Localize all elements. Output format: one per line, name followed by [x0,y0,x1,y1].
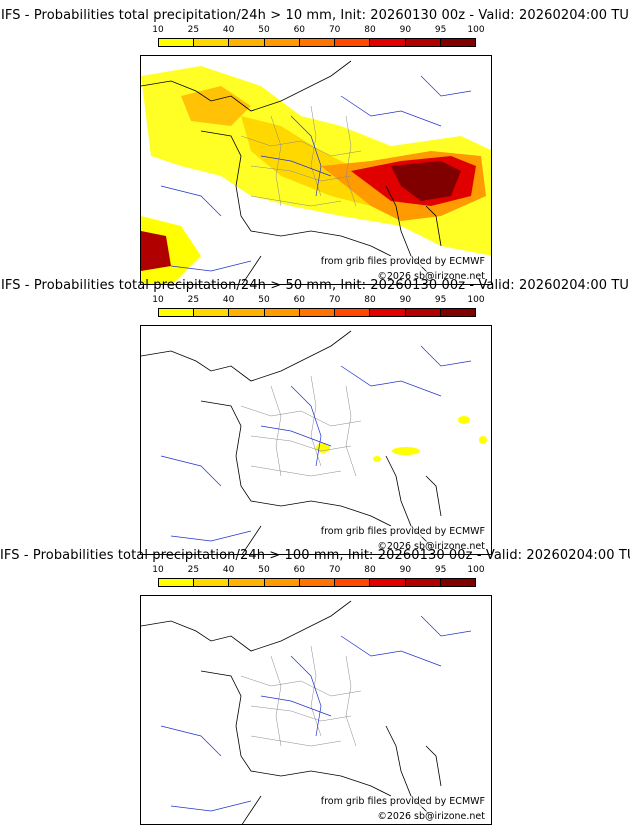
colorbar-segment [264,39,300,46]
rivers [160,345,472,542]
precip-map: from grib files provided by ECMWF ©2026 … [140,55,492,285]
precip-map: from grib files provided by ECMWF ©2026 … [140,325,492,555]
colorbar-tick: 90 [399,565,412,575]
admin-borders [240,105,362,207]
colorbar-tick: 100 [467,25,485,35]
rivers [160,75,472,272]
colorbar-segment [229,309,265,316]
colorbar-tick: 60 [293,295,306,305]
colorbar-tick: 40 [222,25,235,35]
colorbar-segment [159,39,195,46]
colorbar-labels: 10 25 40 50 60 70 80 90 95 100 [152,25,484,35]
colorbar-tick: 100 [467,295,485,305]
map-svg [141,60,491,284]
colorbar [158,38,476,47]
colorbar-segment [335,309,371,316]
colorbar-tick: 25 [187,25,200,35]
colorbar-tick: 25 [187,295,200,305]
colorbar-tick: 95 [434,565,447,575]
colorbar-tick: 50 [258,295,270,305]
credit-copyright: ©2026 sb@irizone.net [377,541,485,552]
colorbar-segment [335,579,371,586]
colorbar-tick: 60 [293,565,306,575]
precip-map: from grib files provided by ECMWF ©2026 … [140,595,492,825]
credit-source: from grib files provided by ECMWF [320,526,485,537]
credit-source: from grib files provided by ECMWF [320,796,485,807]
colorbar-tick: 50 [258,565,270,575]
panel-title: IFS - Probabilities total precipitation/… [0,8,630,23]
colorbar-segment [229,39,265,46]
colorbar-segment [370,309,406,316]
colorbar-segment [264,309,300,316]
colorbar-segment [229,579,265,586]
admin-borders [240,645,362,747]
colorbar [158,308,476,317]
colorbar-segment [299,579,336,586]
colorbar-segment [440,309,475,316]
map-svg [141,600,472,824]
precip-shading [316,416,487,462]
colorbar-segment [159,579,195,586]
coastlines [141,600,442,824]
colorbar-tick: 10 [152,565,164,575]
colorbar-tick: 10 [152,295,164,305]
admin-borders [240,375,362,477]
rivers [160,615,472,812]
precip-shading [141,66,491,284]
colorbar-segment [405,309,441,316]
colorbar-tick: 40 [222,565,235,575]
colorbar-segment [299,39,336,46]
credit-copyright: ©2026 sb@irizone.net [377,811,485,822]
panel-50mm: IFS - Probabilities total precipitation/… [0,278,630,555]
colorbar-tick: 90 [399,295,412,305]
colorbar-segment [194,309,230,316]
colorbar-tick: 50 [258,25,270,35]
colorbar-tick: 95 [434,25,447,35]
panel-title: IFS - Probabilities total precipitation/… [0,278,630,293]
panel-title: IFS - Probabilities total precipitation/… [0,548,630,563]
colorbar-tick: 90 [399,25,412,35]
colorbar-segment [194,579,230,586]
colorbar-tick: 95 [434,295,447,305]
credit-source: from grib files provided by ECMWF [320,256,485,267]
colorbar-segment [405,579,441,586]
map-svg [141,330,487,554]
colorbar-tick: 60 [293,25,306,35]
colorbar-segment [440,579,475,586]
colorbar-labels: 10 25 40 50 60 70 80 90 95 100 [152,295,484,305]
colorbar-tick: 25 [187,565,200,575]
colorbar-segment [335,39,371,46]
colorbar-labels: 10 25 40 50 60 70 80 90 95 100 [152,565,484,575]
colorbar-tick: 80 [364,565,376,575]
colorbar-tick: 80 [364,295,376,305]
colorbar-segment [370,579,406,586]
colorbar-segment [405,39,441,46]
colorbar-tick: 70 [328,565,341,575]
colorbar-segment [370,39,406,46]
colorbar-tick: 40 [222,295,235,305]
coastlines [141,330,442,554]
colorbar-tick: 100 [467,565,485,575]
panel-100mm: IFS - Probabilities total precipitation/… [0,548,630,825]
panel-10mm: IFS - Probabilities total precipitation/… [0,8,630,285]
colorbar-segment [194,39,230,46]
colorbar-tick: 70 [328,295,341,305]
colorbar [158,578,476,587]
colorbar-segment [159,309,195,316]
colorbar-tick: 10 [152,25,164,35]
colorbar-tick: 70 [328,25,341,35]
colorbar-segment [299,309,336,316]
credit-copyright: ©2026 sb@irizone.net [377,271,485,282]
colorbar-tick: 80 [364,25,376,35]
colorbar-segment [264,579,300,586]
colorbar-segment [440,39,475,46]
